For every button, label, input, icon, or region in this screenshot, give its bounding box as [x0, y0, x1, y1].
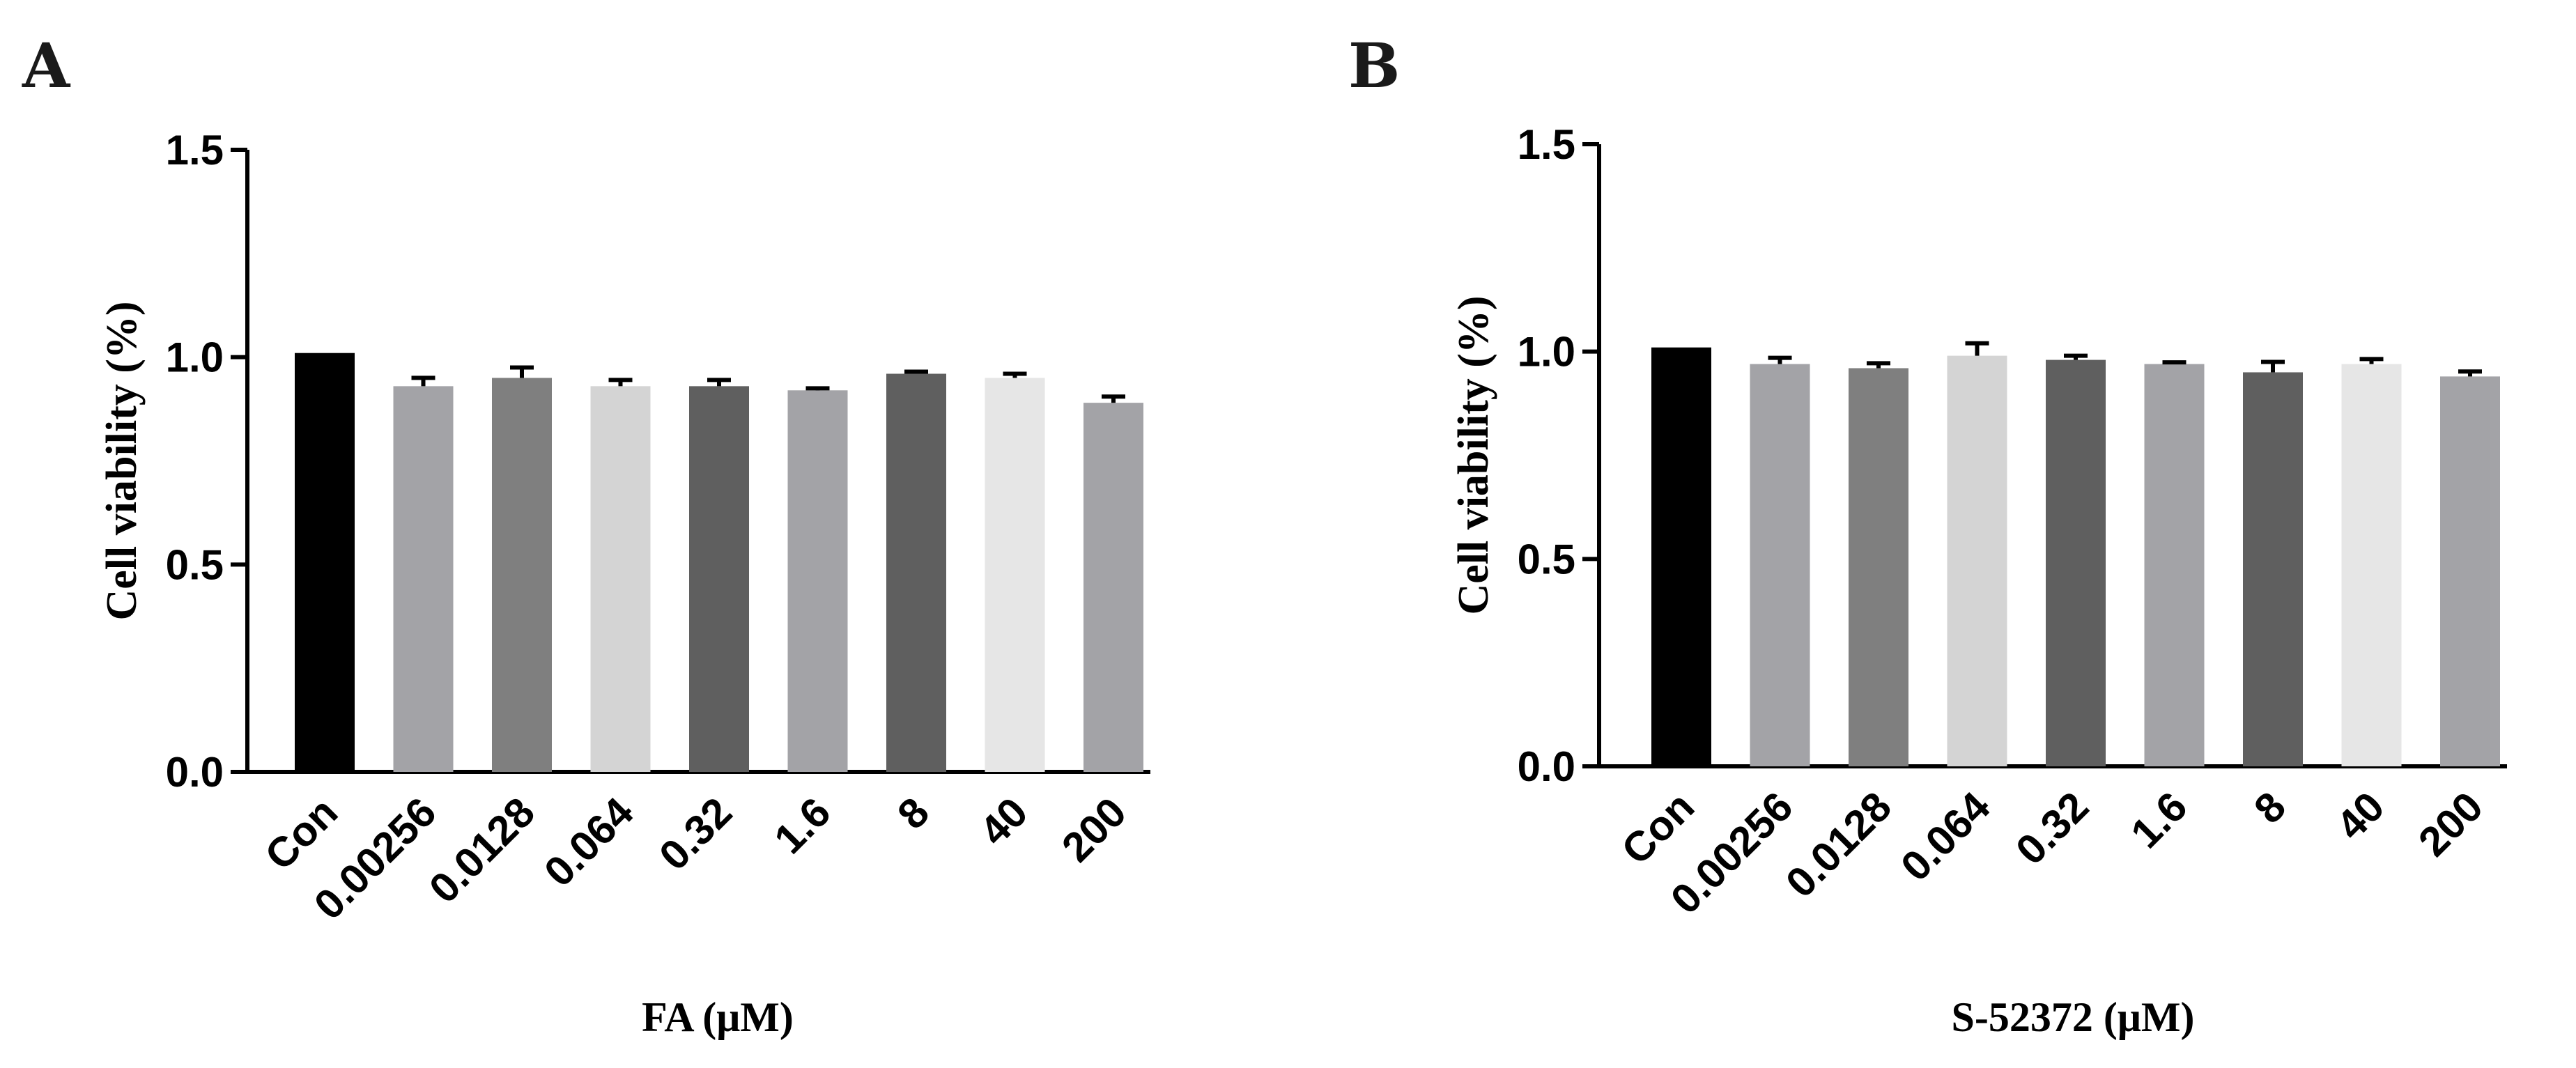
y-tick-label: 0.5	[166, 541, 224, 588]
bar	[2243, 372, 2303, 766]
x-tick-label: 200	[1053, 789, 1135, 871]
x-tick-label: 8	[888, 789, 938, 838]
bar	[2341, 364, 2402, 766]
x-tick-label: Con	[256, 789, 346, 879]
x-tick-label: 8	[2245, 783, 2295, 833]
x-tick-label: 0.32	[650, 789, 741, 879]
bar	[393, 386, 454, 772]
x-axis-label: S-52372 (μM)	[1952, 994, 2195, 1040]
y-tick-label: 0.0	[166, 749, 224, 796]
bar	[295, 353, 355, 772]
x-tick-label: 40	[2327, 783, 2393, 849]
x-tick-label: 0.0128	[1777, 783, 1900, 906]
bar	[689, 386, 749, 772]
bar	[590, 386, 651, 772]
y-tick-label: 1.5	[1518, 121, 1575, 168]
x-tick-label: 40	[971, 789, 1037, 855]
bar	[985, 378, 1045, 772]
bar	[1750, 364, 1810, 766]
bar	[886, 373, 946, 772]
x-tick-label: 200	[2409, 783, 2492, 865]
x-tick-label: 1.6	[2122, 783, 2196, 857]
x-tick-label: 0.0128	[420, 789, 543, 912]
panel-letter: B	[1348, 29, 1400, 102]
y-axis-label: Cell viability (%)	[1450, 295, 1497, 614]
y-tick-label: 1.0	[1518, 329, 1575, 376]
y-axis-label: Cell viability (%)	[98, 301, 146, 620]
bar	[787, 390, 848, 772]
y-tick-label: 1.5	[166, 127, 224, 173]
bar	[492, 378, 552, 772]
bar	[1651, 347, 1711, 766]
bar	[2046, 359, 2106, 766]
x-tick-label: 1.6	[765, 789, 839, 862]
y-tick-label: 0.5	[1518, 536, 1575, 582]
bar	[2144, 364, 2205, 766]
panel-letter: A	[22, 29, 71, 102]
y-tick-label: 1.0	[166, 334, 224, 381]
x-tick-label: 0.064	[535, 788, 642, 895]
bar	[2440, 376, 2500, 766]
bar	[1947, 355, 2007, 766]
x-axis-label: FA (μM)	[642, 994, 794, 1040]
y-tick-label: 0.0	[1518, 743, 1575, 790]
x-tick-label: 0.064	[1892, 782, 1999, 890]
x-tick-label: Con	[1612, 783, 1703, 874]
bar	[1083, 403, 1143, 772]
x-tick-label: 0.32	[2007, 783, 2097, 874]
bar	[1849, 368, 1908, 766]
